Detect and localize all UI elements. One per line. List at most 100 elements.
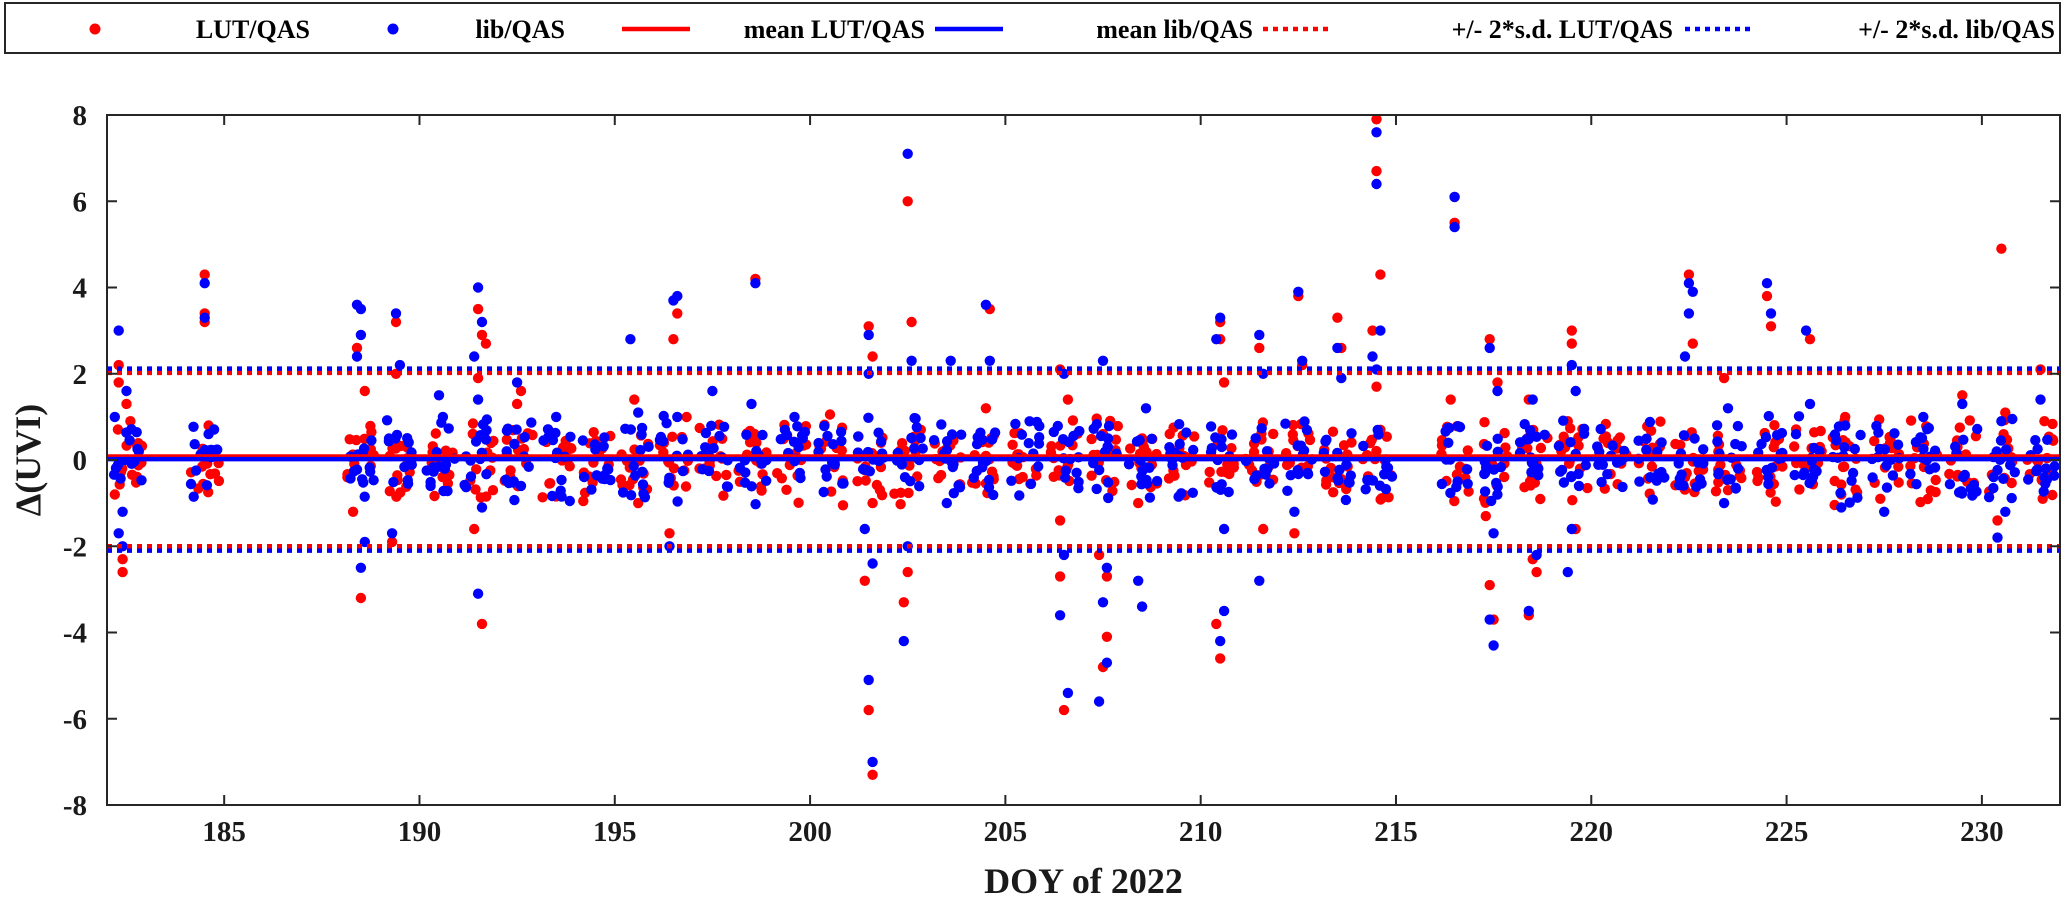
data-point — [1847, 467, 1859, 479]
data-point — [1101, 657, 1113, 668]
data-point — [1101, 562, 1113, 573]
data-point — [633, 407, 644, 418]
data-point — [860, 475, 871, 486]
data-point — [1440, 426, 1451, 437]
data-point — [433, 461, 445, 472]
data-point — [1804, 334, 1816, 345]
data-point — [1956, 486, 1967, 497]
data-point — [1146, 433, 1158, 444]
data-point — [1297, 355, 1308, 366]
data-point — [205, 469, 216, 480]
data-point — [835, 426, 847, 438]
data-point — [1367, 475, 1379, 486]
data-point — [667, 431, 678, 442]
data-point — [1881, 482, 1893, 493]
data-point — [1328, 487, 1339, 498]
data-point — [677, 465, 689, 477]
data-point — [1372, 424, 1383, 436]
data-point — [565, 431, 576, 442]
data-point — [1216, 479, 1227, 490]
data-point — [1879, 506, 1890, 517]
data-point — [1332, 312, 1343, 323]
data-point — [1375, 269, 1386, 280]
data-point — [1959, 469, 1971, 481]
data-point — [1765, 487, 1776, 498]
data-point — [873, 427, 884, 438]
data-point — [1280, 418, 1291, 429]
legend-label: +/- 2*s.d. lib/QAS — [1858, 15, 2055, 44]
legend-label: lib/QAS — [475, 15, 565, 44]
data-point — [1573, 440, 1584, 451]
data-point — [1570, 385, 1581, 397]
data-point — [948, 459, 959, 470]
data-point — [722, 481, 734, 492]
data-point — [1144, 492, 1156, 503]
data-point — [895, 499, 906, 510]
data-point — [2042, 434, 2053, 445]
data-point — [467, 418, 479, 429]
data-point — [857, 464, 869, 475]
data-point — [2040, 463, 2052, 474]
data-point — [1110, 434, 1122, 445]
data-point — [1678, 430, 1690, 441]
data-point — [1614, 432, 1626, 443]
data-point — [721, 469, 732, 481]
data-point — [355, 592, 367, 604]
data-point — [136, 475, 147, 486]
data-point — [425, 476, 436, 488]
data-point — [1964, 415, 1976, 426]
data-point — [471, 464, 482, 475]
data-point — [1602, 469, 1613, 480]
data-point — [470, 484, 481, 495]
data-point — [472, 372, 484, 384]
data-point — [1732, 463, 1744, 474]
data-point — [1618, 445, 1630, 457]
data-point — [863, 704, 874, 716]
data-point — [751, 437, 762, 448]
data-point — [1674, 473, 1686, 484]
data-point — [1905, 460, 1916, 472]
y-tick-label: -2 — [63, 531, 87, 563]
data-point — [1484, 334, 1495, 345]
legend-item: mean lib/QAS — [935, 15, 1253, 44]
data-point — [863, 674, 874, 686]
data-point — [1375, 325, 1386, 336]
data-point — [543, 431, 554, 442]
legend-box — [4, 2, 2061, 54]
data-point — [598, 441, 609, 452]
data-point — [515, 385, 527, 397]
data-point — [2000, 407, 2011, 418]
data-point — [117, 554, 128, 565]
data-point — [1319, 466, 1331, 477]
data-point — [972, 432, 983, 443]
x-tick-label: 195 — [593, 816, 637, 848]
data-point — [1593, 459, 1604, 470]
data-point — [519, 432, 530, 443]
data-point — [677, 434, 688, 445]
y-tick-label: 0 — [73, 445, 88, 477]
data-point — [1499, 427, 1510, 439]
y-tick-label: -4 — [63, 618, 87, 650]
data-point — [915, 432, 926, 444]
data-point — [1992, 464, 2003, 476]
data-point — [624, 480, 635, 491]
data-point — [1054, 515, 1066, 526]
data-point — [1698, 444, 1709, 455]
data-point — [481, 414, 493, 425]
data-point — [2000, 444, 2012, 455]
data-point — [133, 446, 144, 457]
data-point — [1675, 439, 1686, 451]
data-point — [2035, 394, 2046, 405]
data-point — [867, 769, 878, 780]
legend-label: mean LUT/QAS — [744, 15, 925, 44]
data-point — [542, 424, 554, 435]
data-point — [1293, 468, 1304, 480]
data-point — [1718, 372, 1730, 384]
data-point — [1689, 433, 1700, 444]
x-tick-label: 185 — [202, 816, 246, 848]
data-point — [1014, 490, 1025, 501]
data-point — [2047, 489, 2058, 501]
data-point — [1449, 191, 1460, 203]
data-point — [1893, 477, 1904, 488]
data-point — [213, 475, 225, 487]
